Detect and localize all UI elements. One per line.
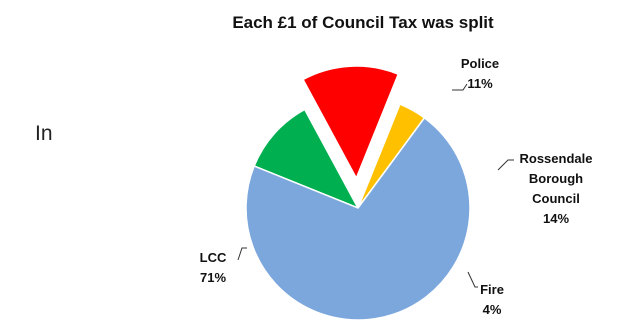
slice-name-label: LCC (200, 250, 227, 265)
chart-title: Each £1 of Council Tax was split (232, 13, 494, 32)
slice-label-police: Police 11% (461, 56, 499, 91)
slice-name-label: Council (532, 191, 580, 206)
leader-line-lcc (237, 247, 247, 261)
pie-slices (245, 65, 471, 321)
pie-slice-rossendale-borough-council (302, 65, 400, 180)
leader-line-fire (467, 271, 478, 288)
slice-label-fire: Fire 4% (480, 282, 504, 317)
leader-line-rossendale-borough-council (497, 159, 514, 171)
slice-label-rossendale-borough-council: Rossendale Borough Council 14% (520, 151, 593, 226)
leader-line-police (452, 83, 468, 91)
slice-value-label: 11% (467, 76, 493, 91)
slice-name-label: Fire (480, 282, 504, 297)
pie-slice-police (253, 108, 360, 210)
leader-lines (237, 83, 514, 288)
slice-name-label: Rossendale (520, 151, 593, 166)
slice-name-label: Police (461, 56, 499, 71)
slice-labels: Police 11% Rossendale Borough Council 14% Fire… (200, 56, 593, 317)
slice-name-label: Borough (529, 171, 583, 186)
slice-value-label: 4% (483, 302, 502, 317)
slice-label-lcc: LCC 71% (200, 250, 227, 285)
slice-value-label: 71% (200, 270, 226, 285)
slice-value-label: 14% (543, 211, 569, 226)
pie-slice-lcc (245, 116, 471, 321)
stray-text: In (35, 122, 53, 145)
